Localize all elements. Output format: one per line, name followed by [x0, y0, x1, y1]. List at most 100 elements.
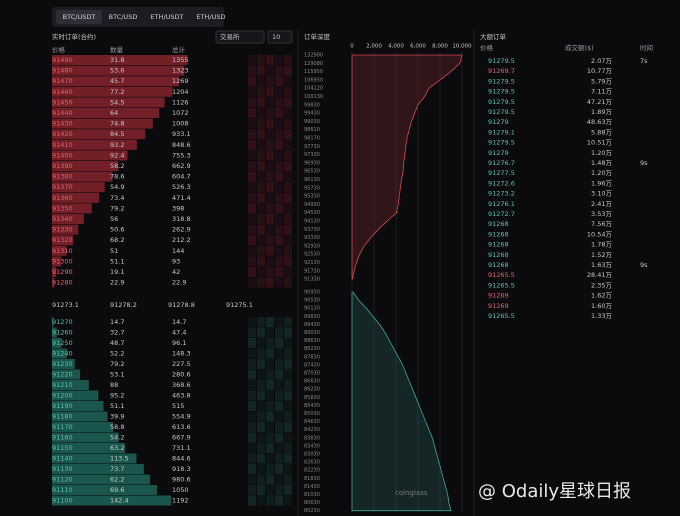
depth-bar	[52, 192, 100, 203]
heat-cell	[248, 369, 256, 380]
order-price: 91279.5	[488, 57, 515, 65]
heat-cell	[257, 86, 265, 97]
heat-cell	[284, 411, 292, 422]
depth-bar	[52, 214, 84, 224]
order-amount: 1.96万	[591, 179, 612, 187]
heat-cell	[266, 422, 274, 432]
heat-cell	[266, 267, 274, 277]
heat-cell	[266, 348, 274, 359]
quantity: 52.2	[110, 350, 124, 358]
heat-cell	[284, 422, 292, 432]
heat-cell	[266, 317, 274, 327]
total: 93	[172, 257, 180, 265]
heat-cell	[248, 411, 256, 422]
price-level: 104120	[304, 86, 323, 92]
price: 91220	[52, 371, 73, 379]
total: 1192	[172, 497, 189, 505]
heat-cell	[284, 76, 292, 87]
select[interactable]	[267, 30, 293, 44]
order-price: 91273.2	[488, 190, 515, 198]
quantity: 63.2	[110, 444, 124, 452]
heat-cell	[284, 182, 292, 193]
heat-cell	[284, 380, 292, 390]
heat-cell	[275, 411, 283, 422]
heat-cell	[257, 65, 265, 76]
heat-cell	[284, 118, 292, 129]
heat-cell	[257, 161, 265, 171]
price-level: 91730	[304, 268, 320, 274]
heat-cell	[275, 359, 283, 369]
depth-bar	[52, 129, 146, 140]
order-price: 91268	[488, 241, 509, 249]
price: 91150	[52, 444, 73, 452]
heat-cell	[257, 108, 265, 118]
depth-bar	[52, 453, 137, 464]
heat-cell	[257, 401, 265, 411]
heat-cell	[284, 277, 292, 288]
heat-cell	[275, 224, 283, 235]
depth-select[interactable]: 10	[272, 33, 280, 41]
heat-cell	[248, 338, 256, 348]
heat-cell	[257, 150, 265, 161]
price-level: 87830	[304, 354, 320, 360]
total: 848.6	[172, 141, 191, 149]
price-level: 84630	[304, 419, 320, 425]
exchange-select[interactable]: 交易所	[220, 32, 240, 41]
price-level: 83030	[304, 452, 320, 458]
quantity: 69.6	[110, 486, 124, 494]
heat-cell	[248, 485, 256, 495]
order-time: 9s	[640, 261, 648, 269]
price: 91420	[52, 130, 73, 138]
price-level: 100130	[304, 94, 323, 100]
order-price: 91276.7	[488, 159, 515, 167]
total: 1126	[172, 98, 189, 106]
heat-cell	[275, 348, 283, 359]
quantity: 32.7	[110, 329, 124, 337]
tab[interactable]: BTC/USDT	[63, 13, 96, 21]
heat-cell	[284, 474, 292, 485]
order-price: 91272.6	[488, 179, 515, 187]
quantity: 14.7	[110, 318, 124, 326]
total: 42	[172, 268, 180, 276]
heat-cell	[275, 129, 283, 140]
tab[interactable]: ETH/USD	[196, 13, 225, 21]
heat-cell	[284, 485, 292, 495]
quantity: 39.9	[110, 413, 124, 421]
order-price: 91279.5	[488, 139, 515, 147]
heat-cell	[248, 76, 256, 87]
heat-cell	[248, 245, 256, 256]
heat-cell	[284, 369, 292, 380]
heat-cell	[275, 182, 283, 193]
select[interactable]	[215, 30, 265, 44]
quantity: 95.2	[110, 392, 124, 400]
panel-title: 订单深度	[304, 32, 331, 41]
heat-cell	[266, 256, 274, 267]
heat-cell	[284, 245, 292, 256]
price: 91240	[52, 350, 73, 358]
quantity: 45.7	[110, 77, 124, 85]
quantity: 93.2	[110, 141, 124, 149]
heat-cell	[284, 338, 292, 348]
price: 91360	[52, 194, 73, 202]
heat-cell	[275, 192, 283, 203]
heat-cell	[275, 245, 283, 256]
heat-cell	[257, 171, 265, 182]
heat-cell	[284, 161, 292, 171]
quantity: 53.6	[110, 67, 124, 75]
heat-cell	[257, 495, 265, 506]
heat-cell	[248, 474, 256, 485]
total: 227.5	[172, 360, 191, 368]
depth-bar	[52, 369, 81, 380]
depth-bar	[52, 359, 75, 369]
total: 667.9	[172, 434, 191, 442]
tab[interactable]: BTC/USD	[109, 13, 138, 21]
heat-cell	[257, 224, 265, 235]
heat-cell	[275, 267, 283, 277]
tab[interactable]: ETH/USDT	[150, 13, 183, 21]
depth-bar	[52, 108, 160, 118]
mid-price: 91273.1	[52, 301, 79, 309]
order-amount: 3.10万	[591, 190, 612, 198]
heat-cell	[284, 55, 292, 65]
price-level: 90130	[304, 306, 320, 312]
total: 731.1	[172, 444, 191, 452]
